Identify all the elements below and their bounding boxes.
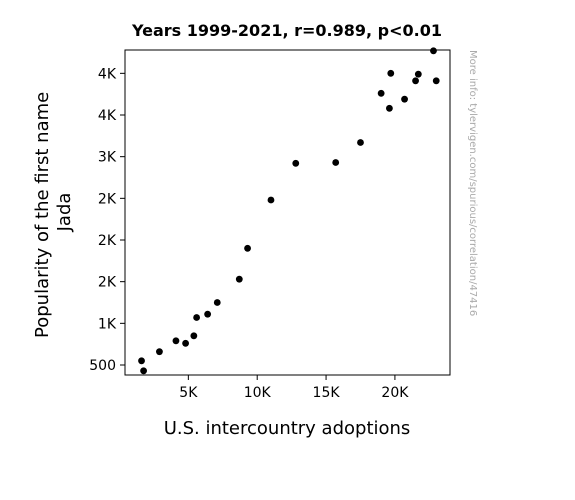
data-point xyxy=(292,159,300,167)
x-tick-label: 15K xyxy=(313,385,341,401)
y-tick-label: 500 xyxy=(89,358,116,374)
data-point xyxy=(414,70,422,78)
plot-area: 5K 10K 15K 20K 500 1K 2K 2K 2K 3K 4K 4K xyxy=(89,47,451,401)
data-point xyxy=(172,337,180,345)
data-point xyxy=(182,339,189,347)
data-point xyxy=(213,299,221,306)
data-point xyxy=(244,244,251,252)
data-point xyxy=(430,47,437,55)
data-points xyxy=(138,47,440,375)
y-tick-label: 1K xyxy=(98,316,117,332)
data-point xyxy=(190,332,198,340)
data-point xyxy=(332,159,340,166)
x-axis-ticks: 5K 10K 15K 20K xyxy=(179,375,409,401)
data-point xyxy=(204,310,212,318)
data-point xyxy=(156,348,163,356)
y-axis-label-line-1: Popularity of the first name xyxy=(32,92,53,338)
x-tick-label: 5K xyxy=(179,385,198,401)
y-tick-label: 2K xyxy=(98,191,117,207)
data-point xyxy=(401,95,408,103)
data-point xyxy=(432,77,440,85)
y-axis-label-line-2: Jada xyxy=(54,193,75,233)
y-tick-label: 3K xyxy=(98,150,117,166)
data-point xyxy=(140,367,147,375)
y-axis-ticks: 500 1K 2K 2K 2K 3K 4K 4K xyxy=(89,66,125,374)
x-tick-label: 20K xyxy=(381,385,409,401)
data-point xyxy=(357,139,364,146)
data-point xyxy=(412,77,419,85)
data-point xyxy=(193,314,201,321)
data-point xyxy=(235,275,243,283)
data-point xyxy=(387,69,395,77)
y-tick-label: 4K xyxy=(98,66,117,82)
chart-title: Years 1999-2021, r=0.989, p<0.01 xyxy=(131,21,442,40)
data-point xyxy=(267,196,275,204)
x-tick-label: 10K xyxy=(244,385,272,401)
x-axis-label: U.S. intercountry adoptions xyxy=(164,418,411,439)
y-tick-label: 4K xyxy=(98,108,117,124)
source-watermark: More info: tylervigen.com/spurious/corre… xyxy=(467,50,478,316)
data-point xyxy=(386,104,393,112)
y-tick-label: 2K xyxy=(98,233,117,249)
y-tick-label: 2K xyxy=(98,275,117,291)
data-point xyxy=(377,89,385,97)
data-point xyxy=(138,357,145,365)
plot-frame xyxy=(124,49,451,376)
y-axis-label: Popularity of the first name Jada xyxy=(32,86,75,338)
